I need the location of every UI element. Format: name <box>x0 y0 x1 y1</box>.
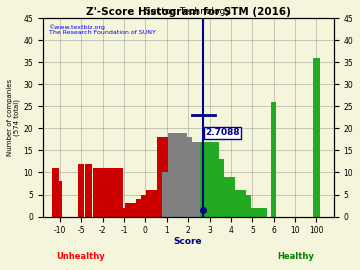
Bar <box>152 190 171 217</box>
Text: 2.7088: 2.7088 <box>206 128 240 137</box>
Bar <box>313 58 320 217</box>
Text: Unhealthy: Unhealthy <box>56 252 105 261</box>
Bar <box>93 168 112 217</box>
Bar <box>85 164 91 217</box>
Bar <box>162 173 182 217</box>
Bar <box>52 168 59 217</box>
Bar <box>136 199 155 217</box>
Title: Z'-Score Histogram for STM (2016): Z'-Score Histogram for STM (2016) <box>86 7 291 17</box>
Y-axis label: Number of companies
(574 total): Number of companies (574 total) <box>7 79 21 156</box>
X-axis label: Score: Score <box>174 237 202 246</box>
Bar <box>248 208 267 217</box>
Bar <box>130 203 150 217</box>
Bar <box>168 133 187 217</box>
Bar <box>179 159 198 217</box>
Bar <box>104 168 123 217</box>
Bar <box>78 164 84 217</box>
Bar <box>271 102 276 217</box>
Bar <box>205 159 225 217</box>
Bar <box>147 190 166 217</box>
Text: Healthy: Healthy <box>277 252 314 261</box>
Bar <box>184 159 203 217</box>
Bar <box>141 195 160 217</box>
Bar <box>216 177 235 217</box>
Bar <box>114 212 134 217</box>
Bar <box>58 181 62 217</box>
Bar <box>194 146 214 217</box>
Bar <box>211 177 230 217</box>
Bar <box>157 137 176 217</box>
Bar <box>221 190 240 217</box>
Bar <box>237 208 257 217</box>
Bar <box>232 195 251 217</box>
Text: Sector: Technology: Sector: Technology <box>145 7 231 16</box>
Bar <box>243 208 262 217</box>
Bar <box>200 141 219 217</box>
Bar <box>227 190 246 217</box>
Bar <box>125 203 144 217</box>
Text: ©www.textbiz.org
The Research Foundation of SUNY: ©www.textbiz.org The Research Foundation… <box>49 24 156 35</box>
Bar <box>173 137 192 217</box>
Bar <box>120 208 139 217</box>
Bar <box>189 141 208 217</box>
